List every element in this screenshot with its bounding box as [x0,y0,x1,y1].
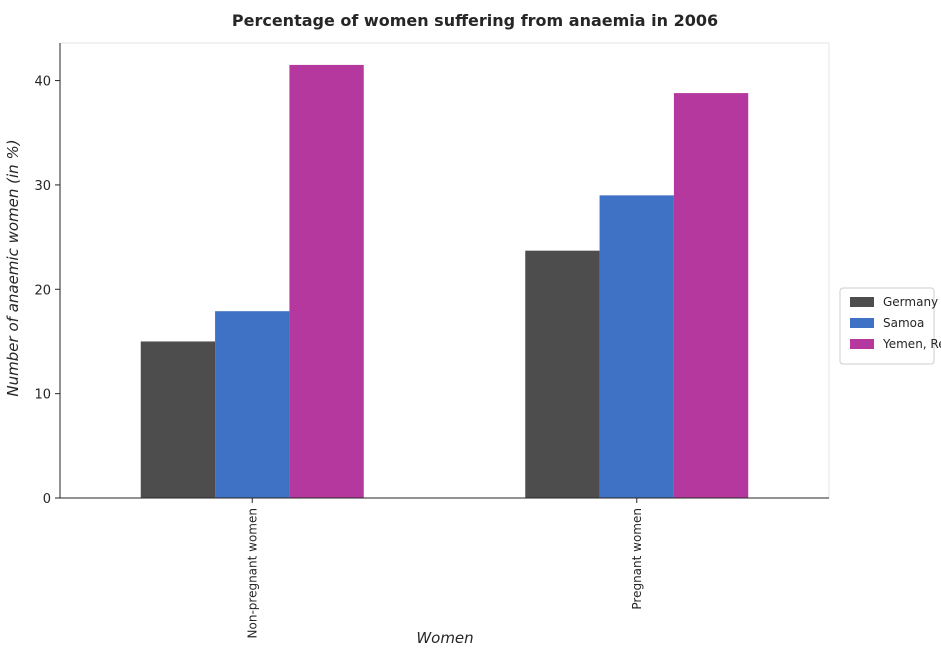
y-tick-label: 30 [34,179,51,194]
legend: Germany Samoa Yemen, Rep. [839,287,941,365]
y-tick-label: 40 [34,75,51,90]
x-axis-label: Women [416,629,473,647]
bars-group [140,64,749,499]
chart-title: Percentage of women suffering from anaem… [232,11,718,30]
x-tick-label: Non-pregnant women [245,508,259,638]
x-ticks-group: Non-pregnant women Pregnant women [245,498,644,638]
y-axis-label: Number of anaemic women (in %) [4,139,22,396]
bar-samoa-2 [599,195,674,499]
legend-label: Samoa [883,316,924,330]
bar-yemen-rep-2 [673,93,749,498]
x-tick-label: Pregnant women [630,508,644,610]
y-ticks-group: 0 10 20 30 40 [34,75,60,507]
legend-label: Yemen, Rep. [882,337,941,351]
legend-swatch [850,339,874,349]
y-tick-label: 0 [43,492,51,507]
bar-yemen-rep-1 [289,64,364,499]
bar-samoa-1 [215,311,290,498]
bar-germany-2 [525,250,600,498]
bar-germany-1 [140,341,216,498]
legend-swatch [850,297,874,307]
legend-label: Germany [883,295,938,309]
y-tick-label: 10 [34,388,51,403]
y-tick-label: 20 [34,283,51,298]
legend-swatch [850,318,874,328]
